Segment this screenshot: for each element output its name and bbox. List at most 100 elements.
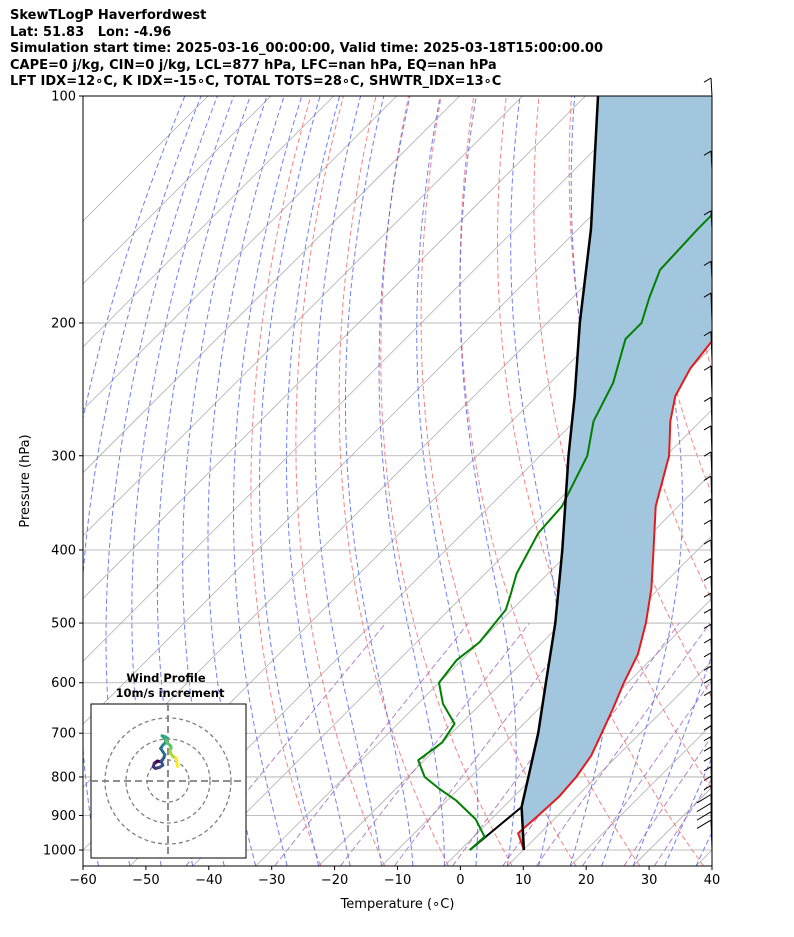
wind-barb-flag	[703, 766, 712, 772]
wind-barb-flag	[703, 652, 712, 658]
dry-adiabat	[250, 96, 322, 866]
y-tick-label: 500	[51, 617, 76, 632]
wind-barb-flag	[703, 592, 712, 598]
isotherm-line	[83, 96, 712, 725]
inset-subtitle: 10m/s increment	[116, 686, 225, 700]
axes: −60 −50 −40 −30 −20 −10 0 10 20 30 40 1000 900 800 700…	[18, 90, 720, 913]
dry-adiabat	[420, 96, 577, 866]
time-line: Simulation start time: 2025-03-16_00:00:…	[10, 41, 603, 57]
wind-barb-flag	[703, 396, 712, 402]
wind-barb-flag	[703, 736, 712, 742]
x-tick-label: −10	[384, 873, 411, 888]
isotherm-line	[569, 723, 712, 866]
isotherm-line	[83, 96, 335, 348]
wind-barb-flag	[703, 702, 712, 708]
isotherm-line	[83, 96, 398, 411]
wind-barb-flag	[703, 539, 712, 545]
isotherm-line	[83, 96, 523, 537]
inset-title: Wind Profile	[126, 671, 206, 685]
mixing-ratio-line	[339, 622, 530, 866]
moist-adiabat	[314, 96, 382, 866]
y-tick-label: 800	[51, 770, 76, 785]
wind-barb-flag	[703, 451, 712, 457]
location-line: Lat: 51.83 Lon: -4.96	[10, 24, 172, 40]
mixing-ratio-line	[535, 622, 711, 866]
temperature-line	[517, 339, 712, 851]
mixing-ratio-line	[274, 622, 469, 866]
wind-barb-flag	[703, 690, 712, 696]
x-tick-label: 30	[641, 873, 658, 888]
x-tick-label: −30	[258, 873, 285, 888]
wind-barb-flag	[703, 714, 712, 720]
isotherm-line	[129, 283, 712, 866]
wind-barb-flag	[703, 785, 712, 791]
x-tick-label: 10	[515, 873, 532, 888]
index-params-line: LFT IDX=12∘C, K IDX=-15∘C, TOTAL TOTS=28…	[10, 74, 502, 90]
y-tick-label: 600	[51, 676, 76, 691]
y-tick-label: 400	[51, 543, 76, 558]
wind-barb-flag	[703, 608, 712, 614]
chart-title: SkewTLogP Haverfordwest	[10, 8, 207, 23]
dry-adiabat	[295, 96, 386, 866]
isotherm-line	[83, 96, 460, 474]
wind-barb-flag	[703, 775, 712, 781]
moist-adiabat	[259, 96, 321, 866]
moist-adiabat	[378, 96, 445, 866]
cape-shading	[518, 96, 712, 850]
y-tick-label: 700	[51, 727, 76, 742]
wind-barb-flag	[703, 746, 712, 752]
moist-adiabat	[233, 96, 303, 866]
hodograph-segment	[175, 760, 179, 768]
wind-barb-flag	[703, 77, 712, 83]
wind-barb-flag	[703, 558, 712, 564]
wind-barb-flag	[703, 260, 712, 266]
moist-adiabat	[286, 96, 351, 866]
wind-barb-flag	[703, 623, 712, 629]
dry-adiabat	[380, 96, 513, 866]
wind-barb-flag	[703, 475, 712, 481]
x-axis-label: Temperature (∘C)	[340, 897, 455, 912]
wind-barb-flag	[703, 292, 712, 298]
wind-profile-inset: Wind Profile 10m/s increment	[90, 671, 247, 859]
isotherm-line	[507, 660, 712, 866]
moist-adiabat	[416, 96, 479, 866]
cape-shade-area	[518, 96, 712, 850]
wind-barb-flag	[703, 365, 712, 371]
wind-barb-flag	[703, 756, 712, 762]
wind-barb-flag	[703, 519, 712, 525]
wind-barb-flag	[696, 794, 712, 804]
y-tick-label: 1000	[43, 844, 76, 859]
wind-barb-flag	[703, 150, 712, 156]
isotherm-line	[318, 472, 712, 866]
x-tick-label: 20	[578, 873, 595, 888]
wind-barb-flag	[703, 425, 712, 431]
y-tick-label: 300	[51, 449, 76, 464]
wind-barb-flag	[703, 331, 712, 337]
mixing-ratio-line	[452, 622, 634, 866]
chart-header: SkewTLogP Haverfordwest Lat: 51.83 Lon: …	[10, 8, 603, 91]
wind-barb-flag	[696, 819, 712, 829]
y-axis-label: Pressure (hPa)	[18, 434, 33, 527]
x-tick-label: −50	[132, 873, 159, 888]
wind-barb-staff	[710, 77, 713, 97]
moist-adiabat	[156, 96, 251, 866]
wind-barb-flag	[703, 665, 712, 671]
mixing-ratio-line	[581, 679, 712, 866]
mixing-ratio-line	[393, 622, 580, 866]
mixing-ratio-line	[623, 735, 712, 866]
dry-adiabat	[701, 96, 712, 202]
profile-lines	[417, 96, 712, 851]
thermo-params-line: CAPE=0 j/kg, CIN=0 j/kg, LCL=877 hPa, LF…	[10, 57, 497, 73]
moist-adiabat	[459, 96, 517, 866]
parcel-line	[520, 96, 600, 851]
wind-barb-flag	[703, 210, 712, 216]
moist-adiabat	[182, 96, 268, 866]
wind-barb-flag	[703, 638, 712, 644]
moist-adiabat	[345, 96, 414, 866]
wind-barb-flag	[696, 802, 712, 813]
x-tick-label: 0	[456, 873, 464, 888]
x-tick-label: −20	[321, 873, 348, 888]
y-tick-label: 100	[51, 90, 76, 105]
dry-adiabat	[767, 96, 794, 866]
wind-barb-flag	[703, 498, 712, 504]
